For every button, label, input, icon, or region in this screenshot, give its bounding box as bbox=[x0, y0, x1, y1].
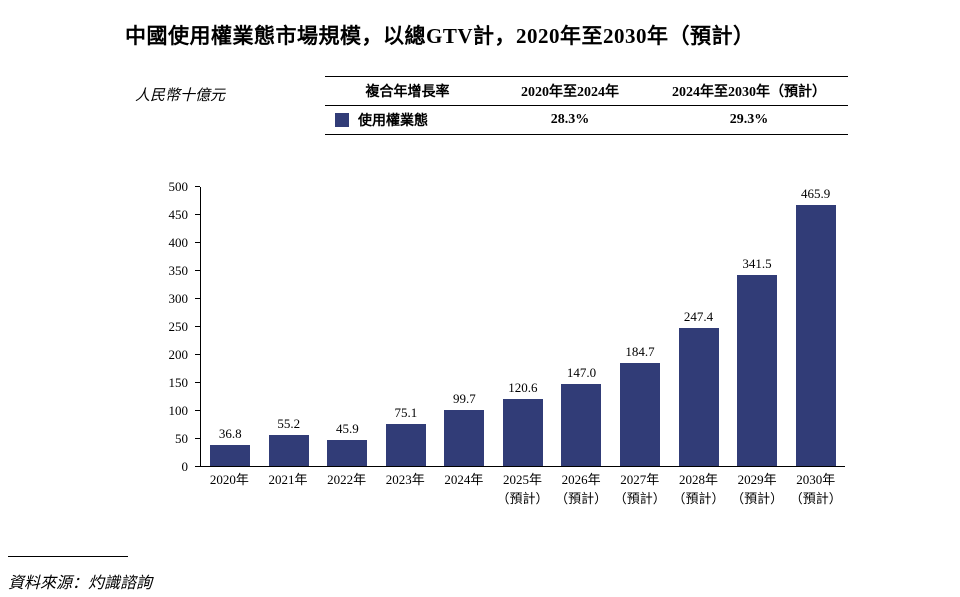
source-divider bbox=[8, 556, 128, 557]
y-axis-tick-mark bbox=[195, 466, 200, 467]
y-axis-tick-label: 400 bbox=[168, 235, 189, 250]
x-axis: 2020年 2021年 2022年 2023年 2024年 2025年 （預計） 2026年（… bbox=[200, 471, 845, 509]
x-axis-label: 2028年 （預計） bbox=[672, 472, 725, 506]
y-axis-tick-mark bbox=[195, 242, 200, 243]
bar-value-label: 120.6 bbox=[508, 379, 538, 395]
y-axis-tick-mark bbox=[195, 410, 200, 411]
y-axis: 0 50 100 150 200 250 300 350 400 450 500 bbox=[155, 179, 200, 474]
legend-swatch-icon bbox=[335, 113, 349, 127]
cagr-table-data-row: 使用權業態 28.3% 29.3% bbox=[325, 105, 848, 135]
bar-value-label: 465.9 bbox=[800, 186, 831, 202]
bar bbox=[737, 274, 778, 466]
cagr-value-2024-2030: 29.3% bbox=[650, 105, 848, 135]
bar-value-label: 36.8 bbox=[218, 426, 242, 442]
x-axis-label: 2029年 （預計） bbox=[731, 472, 784, 506]
period-1-header: 2020年至2024年 bbox=[490, 76, 650, 106]
cagr-header: 複合年增長率 bbox=[325, 76, 490, 106]
bar bbox=[385, 423, 426, 466]
chart-header: 人民幣十億元 複合年增長率 2020年至2024年 2024年至2030年（預計… bbox=[135, 76, 960, 135]
x-axis-label: 2020年 bbox=[209, 472, 249, 487]
bar bbox=[502, 398, 543, 466]
x-axis-label: 2024年 bbox=[444, 472, 484, 487]
page-title: 中國使用權業態市場規模，以總GTV計，2020年至2030年（預計） bbox=[125, 24, 755, 48]
x-axis-label: 2026年 （預計） bbox=[555, 472, 608, 506]
cagr-table-header-row: 複合年增長率 2020年至2024年 2024年至2030年（預計） bbox=[325, 76, 848, 106]
unit-label: 人民幣十億元 bbox=[135, 88, 226, 104]
bar-group: 99.7 bbox=[444, 391, 485, 466]
bar bbox=[678, 327, 719, 466]
bar bbox=[268, 435, 309, 466]
bar bbox=[619, 362, 660, 466]
y-axis-tick-mark bbox=[195, 214, 200, 215]
plot-area: 36.8 55.2 45.9 75.1 99.7 120.6 147.0 184.7 247.4… bbox=[200, 186, 845, 467]
bar-group: 55.2 bbox=[268, 416, 309, 466]
y-axis-tick-mark bbox=[195, 438, 200, 439]
y-axis-tick-label: 0 bbox=[181, 459, 189, 474]
bar-value-label: 184.7 bbox=[625, 343, 655, 359]
y-axis-tick-label: 150 bbox=[168, 375, 189, 390]
bar bbox=[444, 410, 485, 466]
x-axis-label: 2027年 （預計） bbox=[613, 472, 666, 506]
legend-label: 使用權業態 bbox=[358, 114, 428, 129]
bar-value-label: 147.0 bbox=[566, 364, 597, 380]
bar-group: 36.8 bbox=[210, 426, 251, 466]
bar-value-label: 75.1 bbox=[394, 404, 418, 420]
bar-group: 465.9 bbox=[795, 186, 836, 466]
x-axis-label: 2021年 bbox=[268, 472, 308, 487]
cagr-value-2020-2024: 28.3% bbox=[490, 105, 650, 135]
y-axis-tick-label: 50 bbox=[175, 431, 188, 446]
source-block: 資料來源：灼識諮詢 bbox=[8, 556, 960, 593]
y-axis-tick-mark bbox=[195, 186, 200, 187]
y-axis-tick-mark bbox=[195, 382, 200, 383]
bar bbox=[210, 445, 251, 466]
bar-group: 341.5 bbox=[737, 255, 778, 466]
y-axis-tick-label: 350 bbox=[168, 263, 189, 278]
bar-group: 184.7 bbox=[619, 343, 660, 466]
bar-group: 45.9 bbox=[327, 421, 368, 466]
y-axis-tick-label: 100 bbox=[168, 403, 189, 418]
x-axis-label: 2023年 bbox=[385, 472, 425, 487]
y-axis-tick-label: 250 bbox=[168, 319, 189, 334]
bar-group: 147.0 bbox=[561, 364, 602, 466]
bar bbox=[561, 383, 602, 466]
y-axis-tick-mark bbox=[195, 270, 200, 271]
bar-group: 75.1 bbox=[385, 404, 426, 466]
cagr-table: 複合年增長率 2020年至2024年 2024年至2030年（預計） 使用權業態… bbox=[325, 76, 848, 135]
x-axis-label: 2025年 （預計） bbox=[496, 472, 549, 506]
bar bbox=[327, 440, 368, 466]
y-axis-tick-label: 300 bbox=[168, 291, 189, 306]
y-axis-tick-mark bbox=[195, 326, 200, 327]
bar-chart: 0 50 100 150 200 250 300 350 400 450 500 36.8 55.2 4… bbox=[155, 179, 850, 522]
bar bbox=[795, 205, 836, 466]
source-text: 資料來源：灼識諮詢 bbox=[8, 575, 153, 592]
x-axis-label: 2030年 （預計） bbox=[789, 472, 842, 506]
bar-value-label: 247.4 bbox=[683, 308, 714, 324]
bar-value-label: 341.5 bbox=[742, 255, 772, 271]
y-axis-tick-mark bbox=[195, 298, 200, 299]
bar-value-label: 99.7 bbox=[453, 391, 476, 407]
y-axis-tick-mark bbox=[195, 354, 200, 355]
period-2-header: 2024年至2030年（預計） bbox=[650, 76, 848, 106]
y-axis-tick-label: 450 bbox=[168, 207, 189, 222]
bar-group: 247.4 bbox=[678, 308, 719, 466]
x-axis-label: 2022年 bbox=[327, 472, 367, 487]
y-axis-tick-label: 200 bbox=[168, 347, 189, 362]
bar-value-label: 55.2 bbox=[277, 416, 301, 432]
legend-item: 使用權業態 bbox=[325, 105, 490, 135]
y-axis-tick-label: 500 bbox=[168, 179, 189, 194]
bar-group: 120.6 bbox=[502, 379, 543, 466]
bar-value-label: 45.9 bbox=[335, 421, 359, 437]
